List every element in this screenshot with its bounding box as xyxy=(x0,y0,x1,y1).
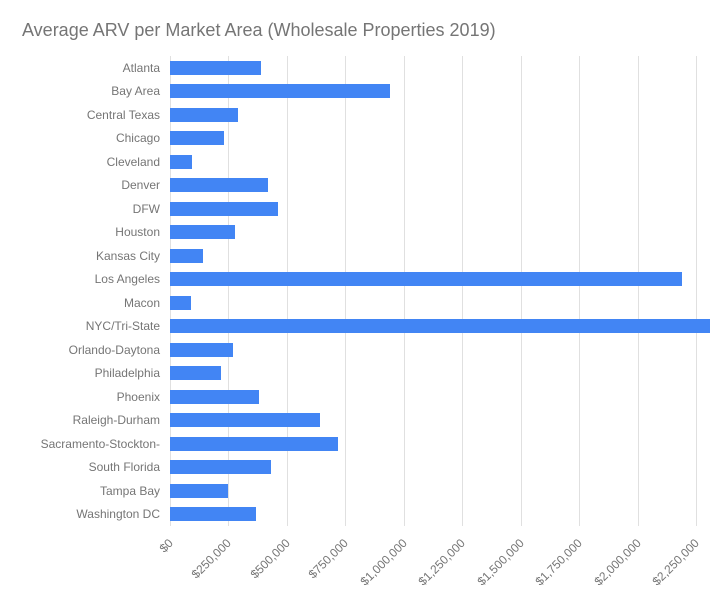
category-label: Houston xyxy=(115,226,160,238)
bar xyxy=(170,225,235,239)
gridline xyxy=(638,56,639,526)
category-label: DFW xyxy=(133,203,160,215)
category-label: NYC/Tri-State xyxy=(86,320,160,332)
bar xyxy=(170,249,203,263)
bar xyxy=(170,178,268,192)
bar xyxy=(170,202,278,216)
gridline xyxy=(345,56,346,526)
category-label: Bay Area xyxy=(111,85,160,97)
bar xyxy=(170,437,338,451)
bar xyxy=(170,61,261,75)
bar xyxy=(170,390,259,404)
bar xyxy=(170,507,256,521)
category-label: Denver xyxy=(121,179,160,191)
bar xyxy=(170,319,710,333)
bar xyxy=(170,413,320,427)
gridline xyxy=(462,56,463,526)
gridline xyxy=(579,56,580,526)
category-label: Atlanta xyxy=(123,62,160,74)
category-label: Phoenix xyxy=(117,391,160,403)
bar xyxy=(170,272,682,286)
category-label: Cleveland xyxy=(107,156,160,168)
category-label: Raleigh-Durham xyxy=(73,414,160,426)
bar xyxy=(170,343,233,357)
chart-container: Average ARV per Market Area (Wholesale P… xyxy=(0,0,715,603)
category-label: Tampa Bay xyxy=(100,485,160,497)
category-label: Sacramento-Stockton- xyxy=(41,438,160,450)
bar xyxy=(170,131,224,145)
category-label: Los Angeles xyxy=(95,273,160,285)
bar xyxy=(170,484,228,498)
category-label: Central Texas xyxy=(87,109,160,121)
gridline xyxy=(287,56,288,526)
category-label: Kansas City xyxy=(96,250,160,262)
bar xyxy=(170,84,390,98)
gridline xyxy=(170,56,171,526)
bar xyxy=(170,155,192,169)
category-label: Philadelphia xyxy=(95,367,160,379)
gridline xyxy=(696,56,697,526)
bar xyxy=(170,460,271,474)
category-label: Washington DC xyxy=(76,508,160,520)
category-label: South Florida xyxy=(89,461,160,473)
gridline xyxy=(228,56,229,526)
bar xyxy=(170,296,191,310)
x-axis-labels: $0$250,000$500,000$750,000$1,000,000$1,2… xyxy=(170,530,696,600)
category-label: Macon xyxy=(124,297,160,309)
category-label: Chicago xyxy=(116,132,160,144)
bar xyxy=(170,366,221,380)
chart-title: Average ARV per Market Area (Wholesale P… xyxy=(22,20,695,41)
gridline xyxy=(404,56,405,526)
y-axis-labels: Atlanta Bay Area Central Texas Chicago Cleve… xyxy=(0,56,160,526)
category-label: Orlando-Daytona xyxy=(69,344,160,356)
plot-area xyxy=(170,56,696,526)
bar xyxy=(170,108,238,122)
gridline xyxy=(521,56,522,526)
